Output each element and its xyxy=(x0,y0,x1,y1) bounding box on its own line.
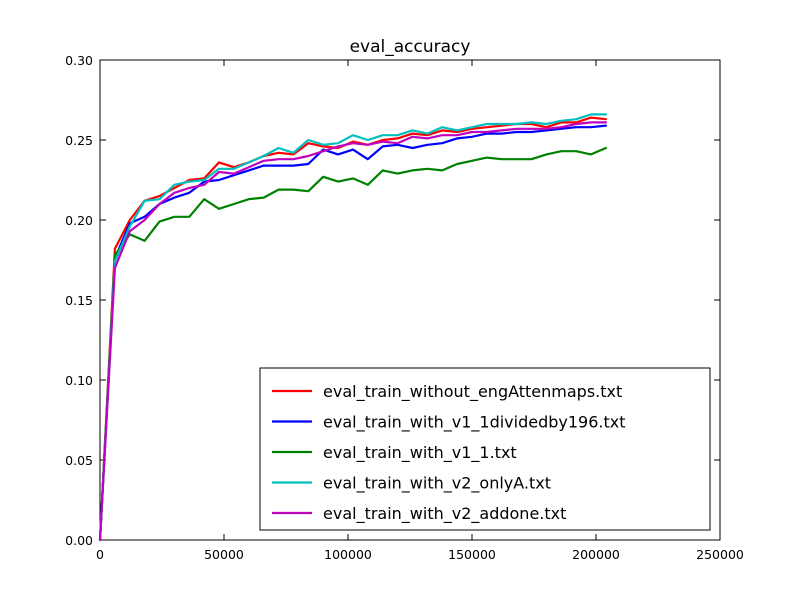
x-tick-label: 200000 xyxy=(572,547,620,562)
y-tick-label: 0.05 xyxy=(65,453,93,468)
series-line-5 xyxy=(98,121,608,542)
x-axis: 0 50000 100000 150000 200000 250000 xyxy=(96,60,744,562)
chart-title: eval_accuracy xyxy=(350,37,471,57)
y-axis: 0.00 0.05 0.10 0.15 0.20 0.25 0.30 xyxy=(65,53,720,548)
legend-box xyxy=(259,367,711,531)
y-tick-label: 0.10 xyxy=(65,373,93,388)
y-tick-label: 0.25 xyxy=(65,133,93,148)
series-line-2 xyxy=(98,124,608,542)
legend-label: eval_train_without_engAttenmaps.txt xyxy=(323,382,622,402)
series-line-4 xyxy=(98,113,608,542)
y-tick-label: 0.15 xyxy=(65,293,93,308)
legend-label: eval_train_with_v1_1dividedby196.txt xyxy=(323,413,626,433)
y-tick-label: 0.20 xyxy=(65,213,93,228)
y-tick-label: 0.30 xyxy=(65,53,93,68)
x-tick-label: 0 xyxy=(96,547,104,562)
x-tick-label: 50000 xyxy=(204,547,244,562)
y-tick-label: 0.00 xyxy=(65,533,93,548)
legend-label: eval_train_with_v1_1.txt xyxy=(323,443,517,463)
series-layer xyxy=(98,113,608,542)
x-tick-label: 100000 xyxy=(324,547,372,562)
legend-label: eval_train_with_v2_addone.txt xyxy=(323,504,566,524)
legend: eval_train_without_engAttenmaps.txt eval_… xyxy=(259,367,711,531)
series-line-3 xyxy=(98,146,608,542)
legend-label: eval_train_with_v2_onlyA.txt xyxy=(323,474,551,494)
x-tick-label: 150000 xyxy=(448,547,496,562)
x-tick-label: 250000 xyxy=(696,547,744,562)
